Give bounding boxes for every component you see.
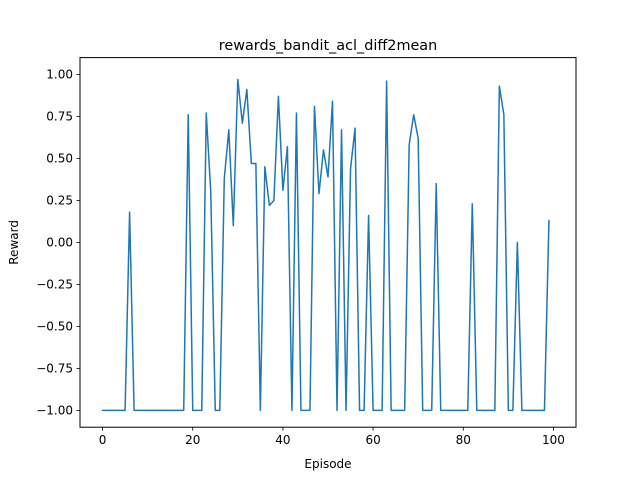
- x-axis-title: Episode: [304, 457, 351, 471]
- plot-frame: [79, 57, 577, 428]
- y-tick-label: −0.50: [36, 320, 73, 334]
- x-tick-label: 0: [99, 433, 107, 447]
- x-tick-label: 20: [185, 433, 200, 447]
- y-tick-label: 0.25: [46, 194, 73, 208]
- y-tick-label: −0.75: [36, 362, 73, 376]
- x-tick-label: 60: [365, 433, 380, 447]
- x-tick-label: 100: [542, 433, 565, 447]
- y-tick-label: −0.25: [36, 278, 73, 292]
- y-tick-label: −1.00: [36, 404, 73, 418]
- y-tick-label: 0.75: [46, 110, 73, 124]
- x-tick-label: 40: [275, 433, 290, 447]
- y-tick-label: 1.00: [46, 68, 73, 82]
- plot-layer: [101, 78, 550, 412]
- x-tick-label: 80: [456, 433, 471, 447]
- series-line: [101, 78, 550, 412]
- y-axis-title: Reward: [7, 220, 21, 265]
- y-tick-label: 0.00: [46, 236, 73, 250]
- chart-title: rewards_bandit_acl_diff2mean: [219, 38, 438, 54]
- tick-layer: 0 20 40 60 80 100 −1.00 −0.75 −0.50 −0.25 0.00 0.25…: [36, 68, 565, 448]
- y-tick-label: 0.50: [46, 152, 73, 166]
